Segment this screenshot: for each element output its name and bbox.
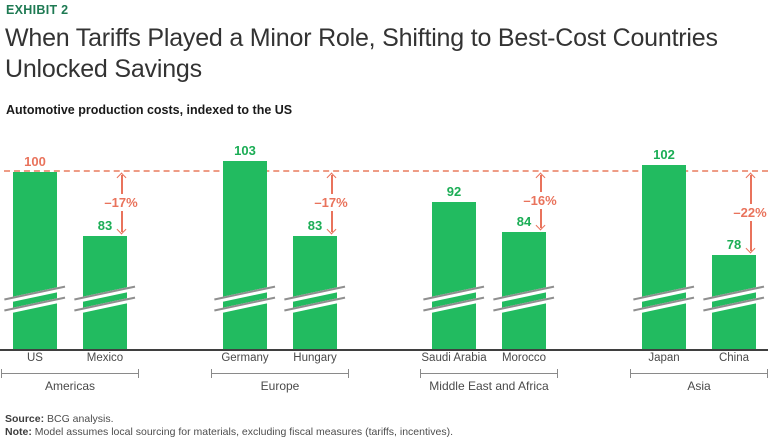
- country-label-germany: Germany: [221, 352, 269, 364]
- source-text: BCG analysis.: [47, 413, 114, 425]
- bar-japan: [642, 165, 686, 349]
- region-label-asia: Asia: [687, 379, 711, 393]
- delta-label-text: –17%: [102, 194, 140, 211]
- footnotes: Source: BCG analysis. Note: Model assume…: [5, 413, 453, 438]
- title-line-2: Unlocked Savings: [5, 55, 202, 83]
- region-bracket-middle-east-and-africa: [420, 369, 558, 378]
- note-text: Model assumes local sourcing for materia…: [34, 425, 453, 438]
- delta-label: –16%: [504, 192, 576, 209]
- exhibit-label: EXHIBIT 2: [6, 3, 69, 17]
- region-bracket-americas: [1, 369, 139, 378]
- region-label-europe: Europe: [260, 379, 300, 393]
- bar-saudi-arabia: [432, 202, 476, 349]
- region-label-americas: Americas: [44, 379, 95, 393]
- delta-label: –17%: [85, 194, 157, 211]
- chart-subtitle: Automotive production costs, indexed to …: [6, 103, 293, 117]
- delta-label-text: –17%: [312, 194, 350, 211]
- x-axis-baseline: [0, 349, 768, 351]
- chevron-up-icon: [535, 172, 546, 183]
- delta-label: –22%: [714, 204, 768, 221]
- country-label-morocco: Morocco: [501, 352, 547, 364]
- title-line-1: When Tariffs Played a Minor Role, Shifti…: [5, 24, 718, 52]
- bar-value-label: 83: [307, 218, 323, 233]
- country-label-japan: Japan: [648, 352, 680, 364]
- source-line: Source: BCG analysis.: [5, 413, 453, 426]
- page-title: When Tariffs Played a Minor Role, Shifti…: [5, 23, 763, 85]
- region-label-middle-east-and-africa: Middle East and Africa: [429, 379, 549, 393]
- bar-germany: [223, 161, 267, 349]
- bar-value-label: 92: [446, 184, 462, 199]
- country-label-saudi-arabia: Saudi Arabia: [421, 352, 487, 364]
- chevron-up-icon: [116, 172, 127, 183]
- delta-label-text: –22%: [731, 204, 768, 221]
- country-label-china: China: [718, 352, 750, 364]
- country-label-hungary: Hungary: [293, 352, 337, 364]
- bar-value-label: 100: [24, 154, 46, 169]
- bar-value-label: 78: [726, 237, 742, 252]
- chevron-up-icon: [745, 172, 756, 183]
- bar-value-label: 84: [516, 214, 532, 229]
- chevron-up-icon: [326, 172, 337, 183]
- region-bracket-europe: [211, 369, 349, 378]
- source-label: Source:: [5, 413, 45, 425]
- delta-label: –17%: [295, 194, 367, 211]
- bar-value-label: 83: [97, 218, 113, 233]
- note-label: Note:: [5, 425, 32, 438]
- bar-us: [13, 172, 57, 349]
- reference-line: [4, 170, 768, 172]
- note-line: Note: Model assumes local sourcing for m…: [5, 426, 453, 439]
- bar-value-label: 102: [653, 147, 675, 162]
- region-bracket-asia: [630, 369, 768, 378]
- delta-label-text: –16%: [521, 192, 559, 209]
- country-label-mexico: Mexico: [86, 352, 124, 364]
- bar-value-label: 103: [234, 143, 256, 158]
- country-label-us: US: [27, 352, 43, 364]
